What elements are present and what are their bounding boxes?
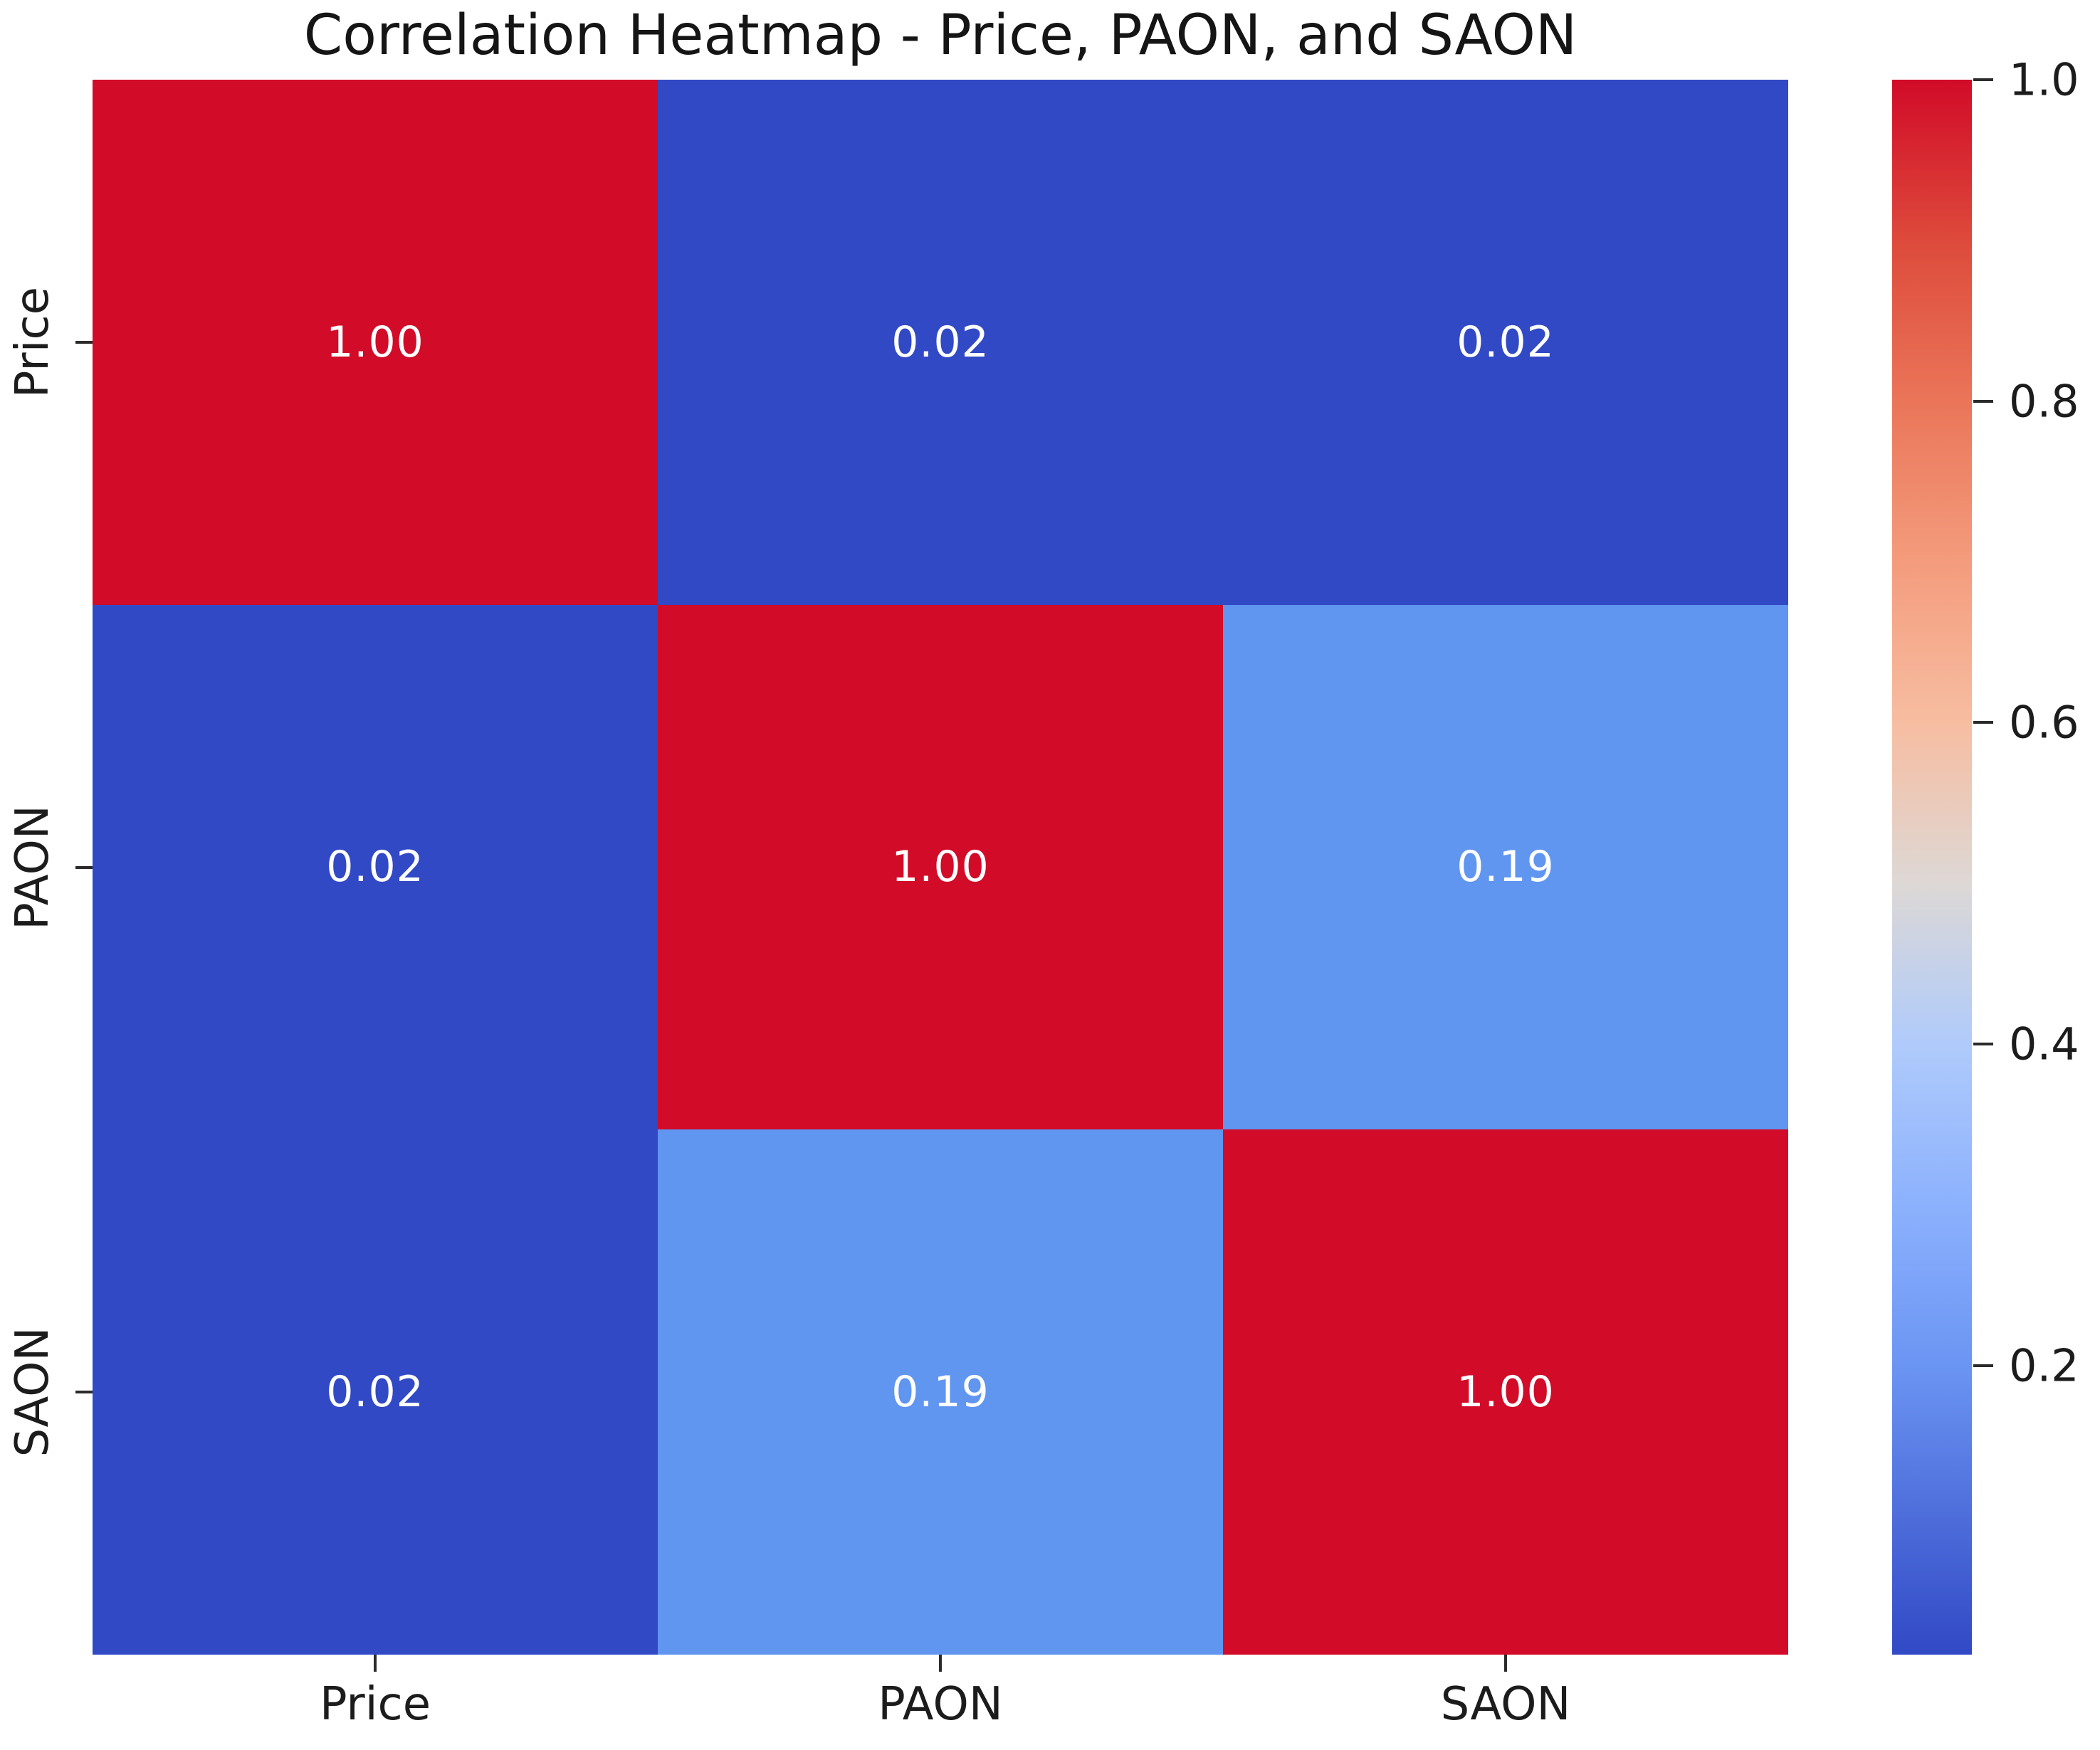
colorbar-tick-mark (1973, 399, 1993, 403)
colorbar-tick-label: 1.0 (2009, 53, 2079, 106)
heatmap-cell-price-paon: 0.02 (658, 80, 1223, 605)
x-axis-tick-label: SAON (1440, 1678, 1571, 1731)
cell-annotation: 1.00 (1456, 1367, 1555, 1418)
colorbar-axis: 1.0 0.8 0.6 0.4 0.2 (1972, 54, 2100, 1655)
cell-annotation: 0.02 (326, 1367, 424, 1418)
x-axis: Price PAON SAON (93, 1678, 1788, 1731)
heatmap-cell-paon-paon: 1.00 (658, 604, 1223, 1130)
colorbar-tick-mark (1973, 1364, 1993, 1367)
colorbar-tick-mark (1973, 721, 1993, 724)
y-tick-mark (75, 1391, 93, 1393)
x-axis-tick-label: PAON (878, 1678, 1003, 1731)
cell-annotation: 0.19 (1456, 842, 1555, 892)
y-tick-mark (75, 866, 93, 869)
colorbar-tick-label: 0.2 (2009, 1339, 2079, 1392)
heatmap-cell-paon-price: 0.02 (93, 604, 658, 1130)
heatmap-cell-saon-paon: 0.19 (658, 1129, 1223, 1655)
y-tick-mark (75, 341, 93, 344)
colorbar-gradient (1892, 80, 1972, 1655)
heatmap-cell-price-price: 1.00 (93, 80, 658, 605)
cell-annotation: 1.00 (326, 317, 424, 367)
heatmap-cell-saon-price: 0.02 (93, 1129, 658, 1655)
heatmap-cell-price-saon: 0.02 (1223, 80, 1788, 605)
colorbar-tick-mark (1973, 78, 1993, 81)
cell-annotation: 1.00 (891, 842, 989, 892)
heatmap-cell-paon-saon: 0.19 (1223, 604, 1788, 1130)
cell-annotation: 0.19 (891, 1367, 989, 1418)
colorbar-tick-label: 0.4 (2009, 1018, 2079, 1070)
x-tick-mark (1504, 1655, 1507, 1672)
y-axis-tick-label: PAON (6, 805, 59, 930)
cell-annotation: 0.02 (891, 317, 989, 367)
colorbar-tick-label: 0.8 (2009, 375, 2079, 428)
cell-annotation: 0.02 (326, 842, 424, 892)
colorbar-tick-mark (1973, 1042, 1993, 1045)
colorbar-tick-label: 0.6 (2009, 696, 2079, 749)
heatmap-plot-area: 1.00 0.02 0.02 0.02 1.00 0.19 0.02 0.19 … (93, 80, 1788, 1655)
x-tick-mark (939, 1655, 942, 1672)
chart-title: Correlation Heatmap - Price, PAON, and S… (303, 4, 1577, 68)
cell-annotation: 0.02 (1456, 317, 1555, 367)
y-axis-tick-label: SAON (6, 1327, 59, 1458)
x-tick-mark (374, 1655, 377, 1672)
y-axis-tick-label: Price (6, 286, 59, 399)
x-axis-tick-label: Price (319, 1678, 431, 1731)
heatmap-cell-saon-saon: 1.00 (1223, 1129, 1788, 1655)
